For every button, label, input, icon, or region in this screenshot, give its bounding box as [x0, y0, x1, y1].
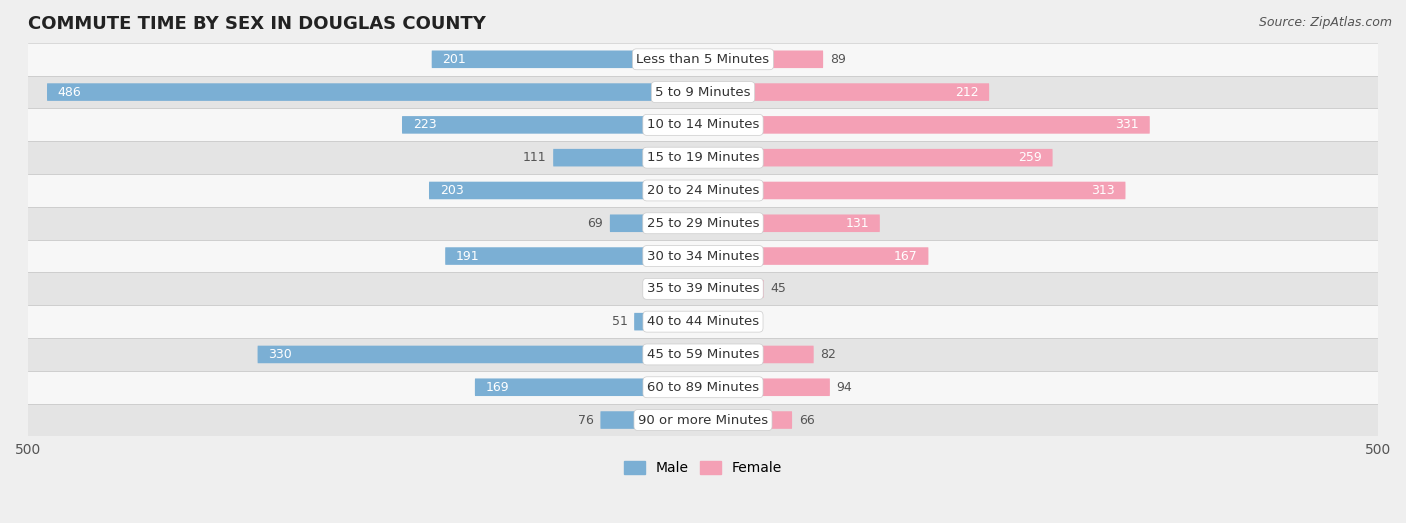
Text: 131: 131	[845, 217, 869, 230]
FancyBboxPatch shape	[402, 116, 703, 134]
Bar	[28, 371, 1378, 404]
Text: 259: 259	[1018, 151, 1042, 164]
Legend: Male, Female: Male, Female	[619, 456, 787, 481]
Text: 45: 45	[770, 282, 786, 295]
Text: 203: 203	[440, 184, 464, 197]
Text: 76: 76	[578, 414, 593, 427]
Text: 486: 486	[58, 86, 82, 98]
Text: 201: 201	[443, 53, 467, 66]
Text: 69: 69	[588, 217, 603, 230]
FancyBboxPatch shape	[703, 181, 1125, 199]
Text: 330: 330	[269, 348, 292, 361]
Bar	[28, 305, 1378, 338]
FancyBboxPatch shape	[703, 149, 1053, 166]
Text: 66: 66	[799, 414, 814, 427]
Bar	[28, 338, 1378, 371]
Text: 82: 82	[821, 348, 837, 361]
FancyBboxPatch shape	[666, 280, 703, 298]
FancyBboxPatch shape	[703, 313, 734, 331]
Bar	[28, 76, 1378, 108]
Text: 35 to 39 Minutes: 35 to 39 Minutes	[647, 282, 759, 295]
Bar	[28, 43, 1378, 76]
FancyBboxPatch shape	[600, 411, 703, 429]
FancyBboxPatch shape	[703, 346, 814, 363]
FancyBboxPatch shape	[429, 181, 703, 199]
Text: 27: 27	[644, 282, 659, 295]
Text: 191: 191	[456, 249, 479, 263]
FancyBboxPatch shape	[610, 214, 703, 232]
Bar	[28, 240, 1378, 272]
FancyBboxPatch shape	[46, 83, 703, 101]
FancyBboxPatch shape	[475, 379, 703, 396]
FancyBboxPatch shape	[446, 247, 703, 265]
FancyBboxPatch shape	[703, 247, 928, 265]
Bar	[28, 404, 1378, 436]
Text: Less than 5 Minutes: Less than 5 Minutes	[637, 53, 769, 66]
FancyBboxPatch shape	[703, 51, 823, 68]
FancyBboxPatch shape	[703, 280, 763, 298]
Text: 51: 51	[612, 315, 627, 328]
Text: 89: 89	[830, 53, 846, 66]
Text: 5 to 9 Minutes: 5 to 9 Minutes	[655, 86, 751, 98]
Text: COMMUTE TIME BY SEX IN DOUGLAS COUNTY: COMMUTE TIME BY SEX IN DOUGLAS COUNTY	[28, 15, 486, 33]
Text: Source: ZipAtlas.com: Source: ZipAtlas.com	[1258, 16, 1392, 29]
Text: 223: 223	[413, 118, 436, 131]
Text: 169: 169	[485, 381, 509, 394]
Text: 15 to 19 Minutes: 15 to 19 Minutes	[647, 151, 759, 164]
FancyBboxPatch shape	[703, 83, 990, 101]
Text: 25 to 29 Minutes: 25 to 29 Minutes	[647, 217, 759, 230]
Bar	[28, 108, 1378, 141]
FancyBboxPatch shape	[703, 214, 880, 232]
Bar	[28, 141, 1378, 174]
Text: 23: 23	[741, 315, 756, 328]
Bar	[28, 174, 1378, 207]
Text: 90 or more Minutes: 90 or more Minutes	[638, 414, 768, 427]
Text: 94: 94	[837, 381, 852, 394]
FancyBboxPatch shape	[257, 346, 703, 363]
FancyBboxPatch shape	[634, 313, 703, 331]
Text: 60 to 89 Minutes: 60 to 89 Minutes	[647, 381, 759, 394]
Text: 313: 313	[1091, 184, 1115, 197]
FancyBboxPatch shape	[432, 51, 703, 68]
FancyBboxPatch shape	[703, 411, 792, 429]
Text: 30 to 34 Minutes: 30 to 34 Minutes	[647, 249, 759, 263]
Bar	[28, 207, 1378, 240]
FancyBboxPatch shape	[703, 116, 1150, 134]
FancyBboxPatch shape	[703, 379, 830, 396]
Text: 45 to 59 Minutes: 45 to 59 Minutes	[647, 348, 759, 361]
Text: 111: 111	[523, 151, 547, 164]
Bar	[28, 272, 1378, 305]
Text: 212: 212	[955, 86, 979, 98]
Text: 167: 167	[894, 249, 918, 263]
Text: 331: 331	[1115, 118, 1139, 131]
Text: 40 to 44 Minutes: 40 to 44 Minutes	[647, 315, 759, 328]
Text: 20 to 24 Minutes: 20 to 24 Minutes	[647, 184, 759, 197]
FancyBboxPatch shape	[553, 149, 703, 166]
Text: 10 to 14 Minutes: 10 to 14 Minutes	[647, 118, 759, 131]
